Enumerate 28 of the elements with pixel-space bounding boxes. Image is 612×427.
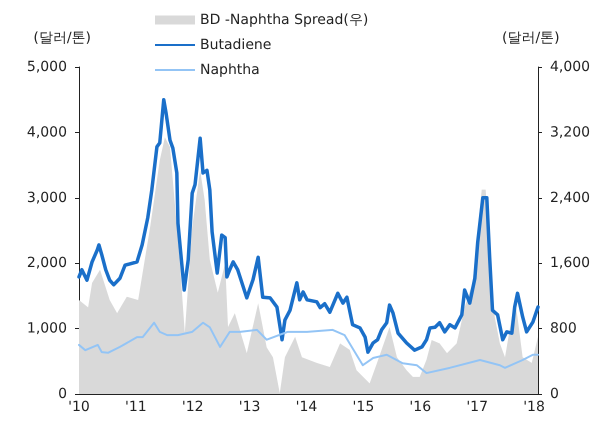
x-tick-label: '15 [352,399,374,415]
y2-axis-title: (달러/톤) [502,30,560,46]
x-tick-label: '18 [523,399,545,415]
y2-tick-label: 2,400 [550,190,590,206]
y-tick-label: 5,000 [26,59,67,75]
x-tick-label: '12 [182,399,204,415]
line-series [77,98,540,354]
line-series [78,322,539,374]
y-axis-title: (달러/톤) [33,30,91,46]
y-tick-label: 1,000 [26,320,67,337]
y2-tick-label: 1,600 [550,255,590,272]
x-tick-label: '16 [409,399,432,415]
y-tick-label: 0 [58,386,67,402]
x-tick-label: '11 [125,399,147,415]
y-tick-label: 3,000 [26,190,67,206]
x-tick-label: '13 [238,399,260,415]
x-tick-label: '10 [68,399,90,415]
legend-label: Naphtha [200,62,260,78]
legend-label: Butadiene [200,37,272,53]
y-tick-label: 4,000 [26,124,67,140]
y2-tick-label: 0 [550,386,559,402]
y-tick-label: 2,000 [26,255,67,272]
x-tick-label: '17 [466,399,488,415]
y2-tick-label: 3,200 [550,124,590,140]
x-tick-label: '14 [296,399,318,415]
y2-tick-label: 800 [550,320,577,337]
legend-label: BD -Naphtha Spread(우) [200,12,368,28]
y2-tick-label: 4,000 [550,59,590,75]
